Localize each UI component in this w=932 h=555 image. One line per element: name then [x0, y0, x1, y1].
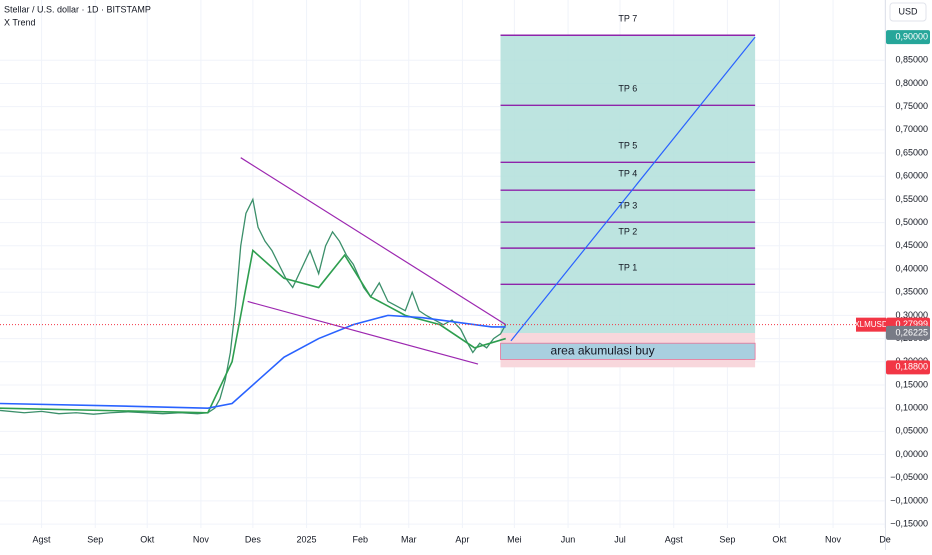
chart-subtitle: X Trend: [4, 17, 36, 27]
price-tag-label: 0,18800: [895, 362, 928, 372]
target-label: TP 7: [618, 14, 637, 24]
x-tick-label: Jun: [561, 534, 576, 544]
y-tick-label: 0,35000: [895, 287, 928, 297]
y-tick-label: 0,70000: [895, 124, 928, 134]
y-tick-label: 0,50000: [895, 217, 928, 227]
x-tick-label: Apr: [455, 534, 469, 544]
profit-zone: [501, 35, 756, 333]
x-tick-label: Agst: [665, 534, 684, 544]
x-tick-label: Des: [245, 534, 262, 544]
zones: area akumulasi buy TP 1 TP 2 TP 3 TP 4 TP 5 TP…: [501, 14, 756, 368]
x-tick-label: Mar: [401, 534, 417, 544]
y-tick-label: 0,45000: [895, 240, 928, 250]
buy-area-label: area akumulasi buy: [551, 343, 655, 357]
target-label: TP 1: [618, 263, 637, 273]
y-tick-label: 0,05000: [895, 426, 928, 436]
x-tick-label: Feb: [352, 534, 368, 544]
target-label: TP 2: [618, 227, 637, 237]
y-tick-label: 0,60000: [895, 171, 928, 181]
y-tick-label: 0,15000: [895, 379, 928, 389]
target-label: TP 4: [618, 169, 637, 179]
y-tick-label: 0,85000: [895, 55, 928, 65]
x-tick-label: Mei: [507, 534, 522, 544]
y-tick-label: 0,65000: [895, 147, 928, 157]
x-tick-label: Nov: [193, 534, 210, 544]
x-tick-label: Nov: [825, 534, 842, 544]
x-tick-label: Okt: [140, 534, 155, 544]
y-tick-label: 0,55000: [895, 194, 928, 204]
x-tick-label: Okt: [772, 534, 787, 544]
x-tick-label: Jul: [614, 534, 626, 544]
y-tick-label: 0,80000: [895, 78, 928, 88]
chart-title: Stellar / U.S. dollar · 1D · BITSTAMP: [4, 4, 151, 14]
x-tick-label: Sep: [87, 534, 103, 544]
y-tick-label: 0,75000: [895, 101, 928, 111]
currency-label[interactable]: USD: [898, 6, 918, 16]
target-label: TP 3: [618, 201, 637, 211]
price-tag-label: 0,26225: [895, 327, 928, 337]
y-tick-label: 0,00000: [895, 449, 928, 459]
y-tick-label: −0,10000: [890, 495, 928, 505]
y-tick-label: 0,10000: [895, 403, 928, 413]
x-tick-label: 2025: [297, 534, 317, 544]
y-tick-label: −0,05000: [890, 472, 928, 482]
target-label: TP 6: [618, 84, 637, 94]
x-tick-label: Sep: [719, 534, 735, 544]
y-tick-label: 0,40000: [895, 263, 928, 273]
axis: 0,85000 0,80000 0,75000 0,70000 0,65000 0,600…: [886, 0, 932, 550]
y-tick-label: −0,15000: [890, 518, 928, 528]
symbol-tag-label: XLMUSD: [854, 320, 888, 329]
x-tick-label: De: [879, 534, 891, 544]
price-tag-label: 0,90000: [895, 31, 928, 41]
target-label: TP 5: [618, 141, 637, 151]
x-tick-label: Agst: [33, 534, 52, 544]
